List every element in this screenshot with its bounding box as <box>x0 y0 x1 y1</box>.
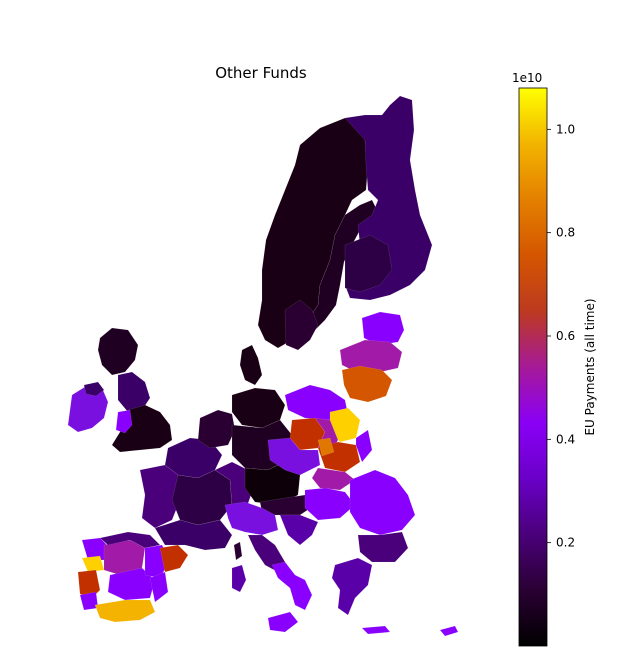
map-title: Other Funds <box>215 64 307 82</box>
region-finland-south <box>344 234 393 293</box>
region-france-south <box>154 519 233 551</box>
region-sardinia <box>231 564 247 593</box>
europe-map <box>67 95 459 637</box>
colorbar-exponent: 1e10 <box>512 71 542 85</box>
region-wales <box>115 409 133 434</box>
colorbar-ticks: 0.2 0.4 0.6 0.8 1.0 <box>547 122 575 550</box>
region-portugal-south <box>79 591 99 611</box>
colorbar-label: EU Payments (all time) <box>583 298 597 435</box>
region-crete <box>361 625 391 635</box>
region-france-west <box>139 464 181 529</box>
region-germany-south <box>244 459 301 506</box>
region-croatia <box>279 514 319 546</box>
region-valencia <box>149 571 169 603</box>
region-denmark <box>239 344 263 386</box>
colorbar-tick-label: 0.2 <box>556 536 575 550</box>
colorbar: 1e10 0.2 0.4 0.6 0.8 1.0 EU Payments (all ti… <box>512 71 597 647</box>
region-sweden-south <box>284 299 319 351</box>
region-italy-south <box>271 561 313 611</box>
region-italy-north <box>224 501 279 536</box>
region-benelux <box>197 409 236 449</box>
region-castilla-mancha <box>107 567 156 601</box>
region-catalonia <box>159 544 189 573</box>
region-hungary <box>304 487 356 521</box>
region-northern-ireland <box>83 381 105 397</box>
colorbar-gradient <box>518 87 548 647</box>
colorbar-tick-label: 1.0 <box>556 122 575 136</box>
region-poland-southeast <box>317 437 335 457</box>
region-andalusia <box>94 599 156 623</box>
region-bulgaria <box>357 531 409 563</box>
region-sicily <box>267 611 299 633</box>
region-spain-north <box>99 531 161 549</box>
region-estonia <box>361 311 405 346</box>
region-greece <box>331 557 373 616</box>
colorbar-tick-label: 0.8 <box>556 226 575 240</box>
region-england-north <box>117 371 151 413</box>
colorbar-tick-label: 0.6 <box>556 329 575 343</box>
colorbar-tick-label: 0.4 <box>556 432 575 446</box>
region-lithuania <box>341 365 393 403</box>
region-corsica <box>233 541 243 561</box>
region-latvia <box>339 339 403 373</box>
region-poland-east <box>355 429 373 463</box>
region-slovakia <box>311 467 356 491</box>
region-scotland <box>97 327 139 376</box>
region-france-centre <box>171 469 233 526</box>
region-portugal-north <box>81 555 105 573</box>
region-romania <box>349 469 416 536</box>
region-czechia <box>267 437 321 476</box>
region-cyprus <box>439 625 459 637</box>
